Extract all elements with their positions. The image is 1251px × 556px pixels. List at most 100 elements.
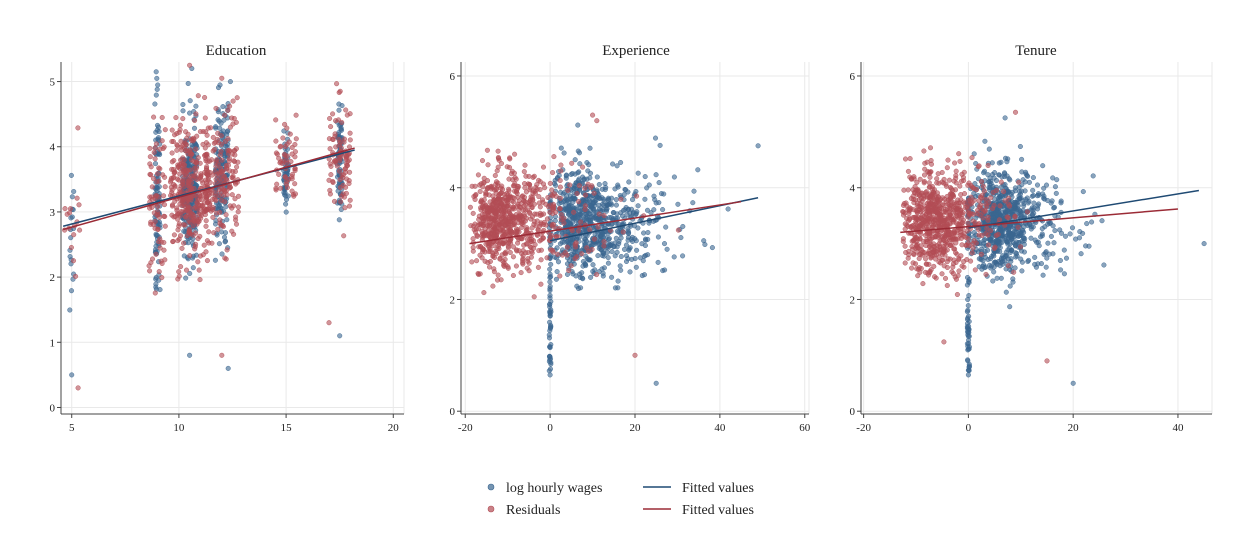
wage-point (625, 189, 631, 195)
residual-point (289, 176, 295, 182)
residual-point (292, 181, 298, 187)
wage-point (154, 122, 161, 128)
residual-point (234, 95, 240, 101)
wage-point (1021, 203, 1027, 209)
residual-point (284, 125, 290, 131)
wage-point (998, 260, 1004, 266)
residual-point (484, 205, 490, 211)
residual-point (471, 223, 477, 229)
residual-point (233, 119, 239, 125)
residual-point (493, 248, 499, 255)
residual-point (550, 170, 556, 176)
y-tick-label: 6 (450, 71, 456, 83)
wage-point (644, 185, 650, 191)
residual-point (327, 146, 333, 152)
residual-point (277, 160, 283, 166)
wage-point (69, 372, 75, 378)
residual-point (935, 194, 941, 200)
residual-point (176, 221, 182, 227)
residual-point (339, 119, 345, 125)
residual-point (161, 213, 167, 219)
wage-point (725, 206, 731, 212)
residual-point (230, 98, 236, 104)
wage-point (154, 86, 160, 92)
wage-point (1017, 143, 1023, 150)
residual-point (512, 151, 518, 157)
wage-point (1080, 230, 1086, 236)
residual-point (990, 205, 996, 212)
residual-point (157, 245, 163, 251)
wage-point (1030, 187, 1036, 193)
residual-point (184, 135, 190, 141)
residual-point (196, 197, 202, 203)
wage-point (576, 150, 583, 156)
residual-point (495, 183, 501, 189)
wage-point (642, 236, 649, 242)
residual-point (77, 227, 83, 233)
residual-point (344, 112, 350, 118)
residual-point (327, 187, 333, 193)
residual-point (224, 192, 230, 198)
residual-point (969, 250, 975, 256)
wage-point (1058, 267, 1064, 273)
residual-point (229, 192, 235, 198)
residual-point (634, 193, 640, 199)
residual-point (195, 155, 201, 161)
wage-point (601, 265, 607, 271)
residual-point (171, 170, 177, 176)
wage-point (547, 325, 553, 331)
residual-point (969, 155, 975, 161)
residual-point (197, 277, 203, 283)
residual-point (273, 150, 279, 156)
wage-point (625, 230, 632, 236)
wage-point (1040, 272, 1046, 278)
wage-point (1090, 173, 1096, 179)
residual-point (552, 209, 559, 215)
residual-point (212, 139, 219, 145)
wage-point (595, 253, 601, 259)
residual-point (526, 268, 532, 274)
wage-point (219, 229, 225, 235)
wage-point (1069, 225, 1076, 231)
residual-point (620, 229, 626, 235)
residual-point (954, 291, 960, 298)
wage-point (1041, 251, 1047, 257)
residual-point (564, 244, 570, 250)
residual-point (920, 281, 926, 287)
residual-point (1006, 203, 1013, 209)
residual-point (929, 216, 935, 222)
wage-point (68, 235, 74, 241)
residual-point (177, 171, 183, 177)
wage-point (624, 211, 630, 217)
residual-point (71, 232, 77, 238)
wage-point (1078, 251, 1084, 257)
y-tick-label: 4 (50, 142, 56, 154)
residual-point (953, 250, 959, 256)
x-tick-label: 20 (388, 422, 400, 434)
residual-point (67, 206, 74, 212)
wage-point (548, 307, 554, 313)
x-tick-label: 40 (1172, 422, 1184, 434)
wage-point (618, 253, 624, 260)
wage-point (68, 172, 74, 178)
wage-point (662, 267, 668, 273)
residual-point (510, 272, 516, 279)
residual-point (175, 238, 181, 244)
residual-point (181, 201, 187, 207)
residual-point (520, 252, 526, 259)
wage-point (1016, 240, 1023, 246)
residual-point (921, 180, 927, 186)
wage-point (1053, 190, 1059, 196)
residual-point (346, 180, 352, 187)
residual-point (939, 237, 945, 243)
residual-point (222, 112, 228, 118)
residual-point (941, 339, 947, 345)
residual-point (595, 224, 601, 230)
residual-point (474, 232, 480, 238)
wage-point (997, 212, 1003, 218)
residual-point (213, 171, 219, 178)
residual-point (489, 215, 495, 221)
residual-point (930, 235, 936, 241)
wage-point (965, 367, 971, 373)
residual-point (327, 161, 333, 167)
